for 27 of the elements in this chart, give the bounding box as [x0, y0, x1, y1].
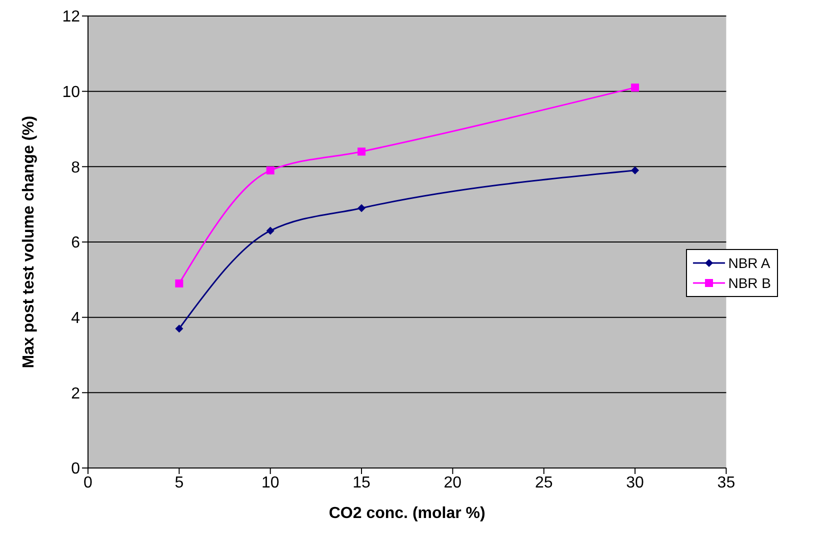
- legend-label: NBR B: [728, 274, 771, 293]
- y-tick-label: 2: [71, 385, 80, 402]
- y-tick-label: 10: [62, 84, 80, 102]
- x-tick-label: 35: [717, 474, 736, 492]
- point: [358, 204, 366, 212]
- x-tick-label: 10: [261, 474, 280, 492]
- y-tick-label: 4: [71, 310, 80, 328]
- point: [175, 324, 184, 333]
- point: [175, 279, 184, 288]
- x-axis-title: CO2 conc. (molar %): [328, 505, 486, 522]
- y-tick-label: 12: [62, 8, 80, 26]
- point: [266, 226, 274, 235]
- y-axis-title: Max post test volume change (%): [20, 116, 38, 368]
- y-tick-label: 0: [71, 460, 80, 478]
- x-tick-label: 20: [444, 474, 462, 492]
- point: [631, 84, 640, 92]
- y-tick-label: 6: [71, 234, 80, 252]
- point: [266, 166, 274, 174]
- point: [358, 148, 366, 156]
- legend-label: NBR A: [728, 254, 770, 273]
- x-tick-label: 30: [626, 474, 644, 492]
- x-tick-label: 0: [84, 474, 93, 492]
- y-tick-label: 8: [71, 159, 80, 176]
- point: [631, 166, 640, 174]
- x-tick-label: 25: [534, 474, 553, 492]
- x-tick-label: 15: [352, 474, 371, 492]
- x-tick-label: 5: [174, 474, 184, 492]
